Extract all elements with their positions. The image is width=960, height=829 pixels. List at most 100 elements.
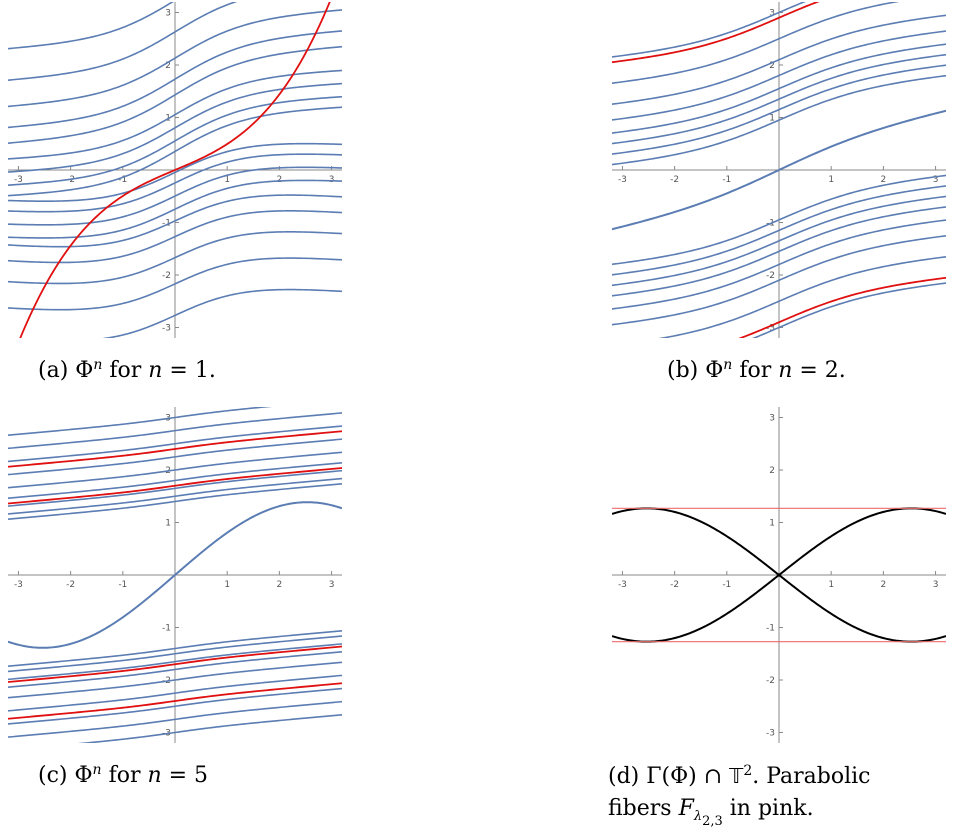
flow-line xyxy=(612,43,946,134)
caption-d-line2a: fibers xyxy=(608,796,679,821)
plot-panel-b: -3 -2 -1 1 2 3 -3 -2 -1 1 2 3 xyxy=(612,2,946,338)
x-tick-label: -3 xyxy=(618,580,627,590)
flow-line xyxy=(8,477,342,515)
flow-line xyxy=(8,469,342,507)
flow-line xyxy=(8,635,342,673)
caption-a-label: (a) xyxy=(38,358,69,383)
x-tick-label: 3 xyxy=(933,175,939,185)
x-tick-label: 1 xyxy=(828,175,834,185)
flow-line xyxy=(8,166,342,226)
caption-c: (c) Φn for n = 5 xyxy=(38,762,208,790)
flow-line xyxy=(8,700,342,738)
flow-line xyxy=(8,643,342,681)
flow-line xyxy=(8,451,342,489)
caption-b-for: for xyxy=(732,358,779,383)
highlight-curve xyxy=(19,2,331,338)
caption-d-F: F xyxy=(678,796,694,821)
caption-d-lambda: λ xyxy=(693,809,703,824)
plot-panel-a: -3 -2 -1 1 2 3 -3 -2 -1 1 2 3 xyxy=(8,2,342,338)
flow-line xyxy=(8,412,342,450)
highlight-curve xyxy=(8,645,342,683)
y-tick-label: -2 xyxy=(766,271,775,281)
flow-line xyxy=(8,95,342,186)
flow-line xyxy=(8,2,238,81)
caption-c-value: = 5 xyxy=(161,763,209,788)
x-tick-label: 1 xyxy=(224,580,230,590)
flow-line xyxy=(612,14,946,106)
x-tick-label: 2 xyxy=(277,580,283,590)
x-tick-label: 2 xyxy=(881,580,887,590)
curves xyxy=(612,507,946,643)
caption-d-line1a: Γ(Φ) ∩ xyxy=(646,764,730,789)
flow-line-center xyxy=(612,109,946,231)
y-tick-label: -3 xyxy=(766,324,775,334)
caption-a-phi: Φ xyxy=(75,358,94,383)
flow-line xyxy=(8,179,342,239)
flow-line xyxy=(8,30,342,129)
x-tick-label: -2 xyxy=(670,175,679,185)
x-tick-label: -2 xyxy=(670,580,679,590)
caption-d: (d) Γ(Φ) ∩ 𝕋2. Parabolic fibers Fλ2,3 in… xyxy=(608,762,948,828)
x-tick-label: 2 xyxy=(277,175,283,185)
highlight-curve xyxy=(8,682,342,720)
y-tick-label: 3 xyxy=(165,9,171,19)
caption-c-sup: n xyxy=(92,762,102,778)
x-tick-label: 1 xyxy=(224,175,230,185)
flow-line xyxy=(8,687,342,725)
highlight-curve xyxy=(738,276,946,338)
highlight-curve xyxy=(612,2,820,64)
graph-curve xyxy=(612,507,946,643)
caption-b-var: n xyxy=(778,358,793,383)
x-tick-label: -2 xyxy=(66,580,75,590)
x-tick-label: -1 xyxy=(722,580,731,590)
flow-line xyxy=(8,629,342,668)
y-tick-label: 1 xyxy=(769,519,775,529)
flow-line xyxy=(8,407,273,437)
flow-line xyxy=(612,74,946,166)
y-tick-label: 2 xyxy=(165,61,171,71)
plot-d: -3 -2 -1 1 2 3 -3 -2 -1 1 2 3 xyxy=(612,407,946,743)
caption-b-value: = 2. xyxy=(792,358,846,383)
flow-line xyxy=(102,288,342,338)
curves xyxy=(612,2,946,338)
x-tick-label: -1 xyxy=(118,175,127,185)
flow-line xyxy=(8,2,174,50)
flow-line xyxy=(8,153,342,213)
y-tick-label: -3 xyxy=(766,729,775,739)
y-tick-label: -2 xyxy=(162,271,171,281)
flow-line xyxy=(8,82,342,173)
flow-line xyxy=(612,195,946,287)
y-tick-label: -1 xyxy=(162,624,171,634)
flow-line xyxy=(612,219,946,310)
plot-panel-c: -3 -2 -1 1 2 3 -3 -2 -1 1 2 3 xyxy=(8,407,342,743)
caption-d-line1b: . Parabolic xyxy=(752,764,871,789)
flow-line xyxy=(612,2,900,85)
x-tick-label: -1 xyxy=(722,175,731,185)
x-tick-label: 3 xyxy=(329,580,335,590)
flow-line xyxy=(8,461,342,500)
flow-line xyxy=(8,210,342,264)
caption-d-line2: fibers Fλ2,3 in pink. xyxy=(608,795,948,828)
caption-a-var: n xyxy=(148,358,163,383)
y-tick-label: 1 xyxy=(769,114,775,124)
caption-d-torus: 𝕋 xyxy=(729,764,744,788)
flow-line xyxy=(612,2,806,58)
caption-d-line2b: in pink. xyxy=(722,796,814,821)
flow-line xyxy=(8,69,342,160)
curves xyxy=(8,2,342,338)
plot-panel-d: -3 -2 -1 1 2 3 -3 -2 -1 1 2 3 xyxy=(612,407,946,743)
caption-b: (b) Φn for n = 2. xyxy=(667,357,846,385)
y-tick-label: 2 xyxy=(769,61,775,71)
y-tick-label: 1 xyxy=(165,519,171,529)
y-tick-label: 3 xyxy=(769,414,775,424)
flow-line xyxy=(8,257,342,311)
y-tick-label: 3 xyxy=(769,9,775,19)
caption-b-label: (b) xyxy=(667,358,699,383)
flow-line xyxy=(612,30,946,121)
flow-line xyxy=(752,282,946,338)
y-tick-label: -3 xyxy=(162,324,171,334)
flow-line xyxy=(8,9,342,108)
caption-d-lambda-sub: 2,3 xyxy=(702,814,723,829)
x-tick-label: 1 xyxy=(828,580,834,590)
